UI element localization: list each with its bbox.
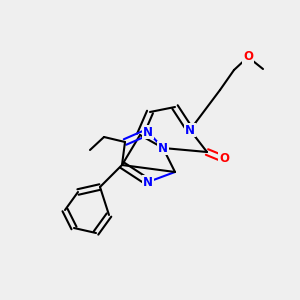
Text: N: N [158, 142, 168, 154]
Text: N: N [143, 125, 153, 139]
Text: O: O [243, 50, 253, 64]
Text: O: O [219, 152, 229, 166]
Text: N: N [185, 124, 195, 136]
Text: N: N [143, 176, 153, 188]
